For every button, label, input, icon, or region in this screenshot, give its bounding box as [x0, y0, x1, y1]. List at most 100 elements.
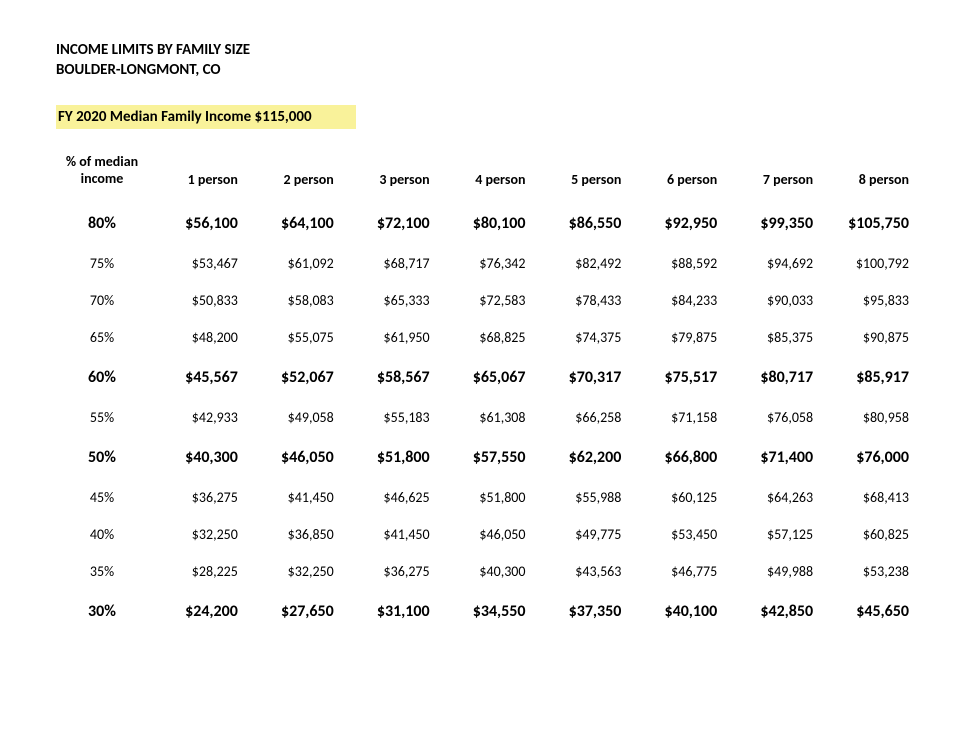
- value-cell: $70,317: [532, 356, 628, 399]
- value-cell: $37,350: [532, 590, 628, 633]
- value-cell: $85,375: [723, 319, 819, 356]
- column-header: 1 person: [148, 147, 244, 202]
- value-cell: $76,000: [819, 436, 915, 479]
- value-cell: $57,125: [723, 516, 819, 553]
- value-cell: $46,050: [244, 436, 340, 479]
- value-cell: $64,100: [244, 202, 340, 245]
- column-header: 3 person: [340, 147, 436, 202]
- value-cell: $78,433: [532, 282, 628, 319]
- value-cell: $40,300: [436, 553, 532, 590]
- percent-cell: 45%: [56, 479, 148, 516]
- value-cell: $100,792: [819, 245, 915, 282]
- value-cell: $42,933: [148, 399, 244, 436]
- column-header: 8 person: [819, 147, 915, 202]
- value-cell: $71,158: [627, 399, 723, 436]
- percent-cell: 35%: [56, 553, 148, 590]
- value-cell: $66,258: [532, 399, 628, 436]
- table-row: 70%$50,833$58,083$65,333$72,583$78,433$8…: [56, 282, 915, 319]
- percent-cell: 40%: [56, 516, 148, 553]
- value-cell: $68,413: [819, 479, 915, 516]
- value-cell: $90,875: [819, 319, 915, 356]
- table-row: 65%$48,200$55,075$61,950$68,825$74,375$7…: [56, 319, 915, 356]
- value-cell: $76,058: [723, 399, 819, 436]
- value-cell: $32,250: [148, 516, 244, 553]
- column-header: 7 person: [723, 147, 819, 202]
- title-line-1: INCOME LIMITS BY FAMILY SIZE: [56, 40, 915, 60]
- value-cell: $28,225: [148, 553, 244, 590]
- value-cell: $82,492: [532, 245, 628, 282]
- table-row: 50%$40,300$46,050$51,800$57,550$62,200$6…: [56, 436, 915, 479]
- value-cell: $62,200: [532, 436, 628, 479]
- value-cell: $43,563: [532, 553, 628, 590]
- median-income-highlight: FY 2020 Median Family Income $115,000: [56, 105, 356, 129]
- value-cell: $45,567: [148, 356, 244, 399]
- table-row: 40%$32,250$36,850$41,450$46,050$49,775$5…: [56, 516, 915, 553]
- table-header-row: % of median income 1 person2 person3 per…: [56, 147, 915, 202]
- value-cell: $48,200: [148, 319, 244, 356]
- value-cell: $41,450: [244, 479, 340, 516]
- percent-cell: 75%: [56, 245, 148, 282]
- document-page: INCOME LIMITS BY FAMILY SIZE BOULDER-LON…: [0, 0, 955, 673]
- percent-cell: 55%: [56, 399, 148, 436]
- median-income-line: FY 2020 Median Family Income $115,000: [56, 105, 915, 129]
- value-cell: $55,988: [532, 479, 628, 516]
- percent-cell: 30%: [56, 590, 148, 633]
- value-cell: $60,125: [627, 479, 723, 516]
- value-cell: $92,950: [627, 202, 723, 245]
- table-row: 35%$28,225$32,250$36,275$40,300$43,563$4…: [56, 553, 915, 590]
- value-cell: $85,917: [819, 356, 915, 399]
- value-cell: $24,200: [148, 590, 244, 633]
- value-cell: $66,800: [627, 436, 723, 479]
- percent-cell: 50%: [56, 436, 148, 479]
- value-cell: $94,692: [723, 245, 819, 282]
- value-cell: $53,450: [627, 516, 723, 553]
- table-header: % of median income 1 person2 person3 per…: [56, 147, 915, 202]
- value-cell: $80,958: [819, 399, 915, 436]
- value-cell: $49,775: [532, 516, 628, 553]
- value-cell: $40,300: [148, 436, 244, 479]
- value-cell: $51,800: [436, 479, 532, 516]
- value-cell: $32,250: [244, 553, 340, 590]
- value-cell: $90,033: [723, 282, 819, 319]
- value-cell: $36,850: [244, 516, 340, 553]
- value-cell: $99,350: [723, 202, 819, 245]
- value-cell: $27,650: [244, 590, 340, 633]
- value-cell: $49,988: [723, 553, 819, 590]
- value-cell: $105,750: [819, 202, 915, 245]
- column-header: 6 person: [627, 147, 723, 202]
- value-cell: $80,717: [723, 356, 819, 399]
- income-limits-table: % of median income 1 person2 person3 per…: [56, 147, 915, 633]
- value-cell: $75,517: [627, 356, 723, 399]
- value-cell: $36,275: [148, 479, 244, 516]
- value-cell: $45,650: [819, 590, 915, 633]
- percent-cell: 60%: [56, 356, 148, 399]
- value-cell: $41,450: [340, 516, 436, 553]
- value-cell: $53,467: [148, 245, 244, 282]
- value-cell: $36,275: [340, 553, 436, 590]
- value-cell: $76,342: [436, 245, 532, 282]
- value-cell: $71,400: [723, 436, 819, 479]
- value-cell: $46,625: [340, 479, 436, 516]
- value-cell: $46,775: [627, 553, 723, 590]
- title-line-2: BOULDER-LONGMONT, CO: [56, 60, 915, 80]
- value-cell: $49,058: [244, 399, 340, 436]
- value-cell: $86,550: [532, 202, 628, 245]
- value-cell: $64,263: [723, 479, 819, 516]
- table-row: 75%$53,467$61,092$68,717$76,342$82,492$8…: [56, 245, 915, 282]
- value-cell: $58,083: [244, 282, 340, 319]
- value-cell: $52,067: [244, 356, 340, 399]
- value-cell: $61,950: [340, 319, 436, 356]
- row-header-label: % of median income: [56, 147, 148, 202]
- table-row: 55%$42,933$49,058$55,183$61,308$66,258$7…: [56, 399, 915, 436]
- value-cell: $58,567: [340, 356, 436, 399]
- percent-cell: 80%: [56, 202, 148, 245]
- value-cell: $55,183: [340, 399, 436, 436]
- table-row: 30%$24,200$27,650$31,100$34,550$37,350$4…: [56, 590, 915, 633]
- value-cell: $68,717: [340, 245, 436, 282]
- value-cell: $72,100: [340, 202, 436, 245]
- table-row: 80%$56,100$64,100$72,100$80,100$86,550$9…: [56, 202, 915, 245]
- column-header: 2 person: [244, 147, 340, 202]
- value-cell: $50,833: [148, 282, 244, 319]
- value-cell: $42,850: [723, 590, 819, 633]
- value-cell: $84,233: [627, 282, 723, 319]
